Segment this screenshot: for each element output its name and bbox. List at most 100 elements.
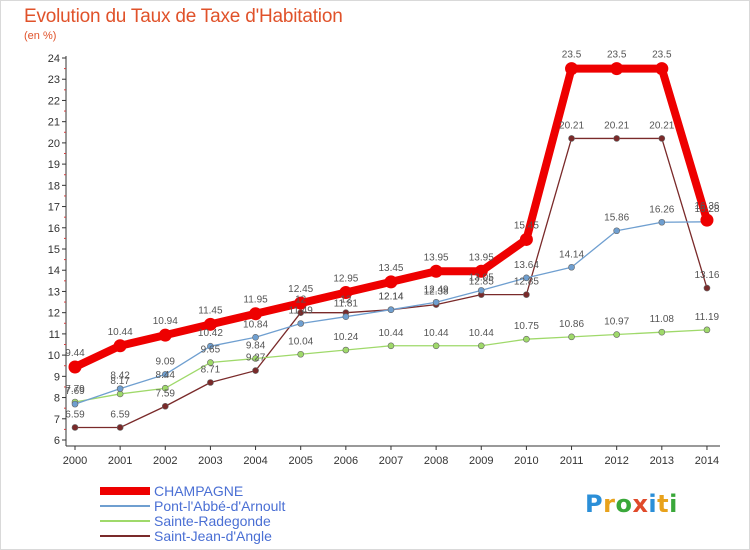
legend-item: Sainte-Radegonde bbox=[100, 513, 420, 529]
series-point bbox=[252, 367, 259, 374]
series-layer bbox=[68, 62, 714, 431]
series-point bbox=[432, 298, 440, 306]
series-point bbox=[113, 339, 127, 353]
data-label: 13.16 bbox=[694, 270, 719, 281]
series-point bbox=[297, 350, 305, 358]
data-label: 10.44 bbox=[424, 328, 449, 339]
y-tick-label: 18 bbox=[48, 180, 60, 192]
series-point bbox=[568, 135, 575, 142]
data-label: 23.5 bbox=[607, 50, 627, 61]
data-label: 6.59 bbox=[110, 409, 130, 420]
legend-label: Saint-Jean-d'Angle bbox=[154, 528, 272, 544]
series-point bbox=[161, 371, 169, 378]
data-label: 16.26 bbox=[649, 204, 674, 215]
series-point bbox=[432, 342, 440, 350]
series-point bbox=[294, 296, 308, 310]
data-label: 11.08 bbox=[650, 314, 675, 325]
series-point bbox=[613, 331, 620, 338]
x-tick-label: 2003 bbox=[198, 455, 222, 467]
logo-letter: t bbox=[657, 490, 670, 518]
y-tick-label: 22 bbox=[48, 95, 60, 107]
data-label: 16.36 bbox=[694, 201, 719, 212]
y-tick-label: 14 bbox=[48, 265, 60, 277]
y-tick-label: 16 bbox=[48, 223, 60, 235]
logo-letter: i bbox=[669, 490, 678, 518]
data-label: 9.84 bbox=[246, 341, 266, 352]
series-point bbox=[523, 274, 530, 282]
series-point bbox=[568, 333, 575, 341]
data-label: 12.14 bbox=[378, 292, 403, 303]
data-label: 10.86 bbox=[559, 319, 584, 330]
data-label: 12.38 bbox=[424, 287, 449, 298]
data-label: 9.44 bbox=[65, 348, 85, 359]
series-point bbox=[429, 264, 443, 278]
data-label: 7.59 bbox=[156, 388, 176, 399]
data-label: 12.49 bbox=[424, 284, 449, 295]
series-point bbox=[613, 135, 620, 142]
data-label: 20.21 bbox=[604, 120, 629, 131]
series-point bbox=[658, 218, 666, 226]
data-label: 6.59 bbox=[65, 409, 85, 420]
series-point bbox=[207, 342, 214, 350]
data-label: 10.44 bbox=[469, 328, 494, 339]
series-point bbox=[477, 342, 485, 350]
data-labels: 9.44 10.44 10.94 11.45 11.95 12.45 12.95 13.45 1… bbox=[65, 50, 720, 421]
series-point bbox=[568, 263, 575, 271]
y-tick-label: 13 bbox=[48, 286, 60, 298]
data-label: 13.64 bbox=[514, 260, 539, 271]
series-point bbox=[703, 284, 711, 292]
x-tick-label: 2012 bbox=[604, 455, 628, 467]
series-point bbox=[297, 309, 305, 316]
series-point bbox=[339, 286, 353, 300]
x-tick-label: 2013 bbox=[650, 455, 674, 467]
data-label: 13.05 bbox=[469, 272, 494, 283]
series-point bbox=[207, 379, 214, 386]
y-tick-label: 21 bbox=[48, 117, 60, 129]
data-label: 20.21 bbox=[649, 120, 674, 131]
data-label: 13.95 bbox=[424, 252, 449, 263]
data-label: 14.14 bbox=[559, 249, 584, 260]
series-point bbox=[71, 400, 79, 408]
data-label: 8.17 bbox=[110, 376, 130, 387]
data-label: 9.65 bbox=[201, 345, 221, 356]
data-label: 12 bbox=[295, 295, 307, 306]
data-label: 11.81 bbox=[334, 299, 359, 310]
data-label: 16.28 bbox=[694, 204, 719, 215]
y-tick-label: 7 bbox=[54, 414, 60, 426]
legend-swatch bbox=[100, 535, 150, 537]
x-tick-label: 2001 bbox=[108, 455, 132, 467]
series-point bbox=[203, 317, 217, 331]
data-label: 8.71 bbox=[201, 364, 221, 375]
series-point bbox=[613, 227, 620, 235]
legend-swatch bbox=[100, 487, 150, 495]
data-label: 9.09 bbox=[156, 356, 176, 367]
logo-letter: i bbox=[648, 490, 658, 518]
y-tick-label: 12 bbox=[48, 308, 60, 320]
y-tick-label: 15 bbox=[48, 244, 60, 256]
legend-item: CHAMPAGNE bbox=[100, 483, 420, 499]
y-tick-label: 6 bbox=[54, 435, 60, 447]
y-tick-label: 24 bbox=[48, 53, 60, 65]
data-label: 10.42 bbox=[198, 328, 223, 339]
legend-label: Sainte-Radegonde bbox=[154, 513, 271, 529]
chart-title: Evolution du Taux de Taxe d'Habitation bbox=[24, 6, 343, 27]
data-label: 12.95 bbox=[333, 274, 358, 285]
data-label: 15.86 bbox=[604, 213, 629, 224]
data-label: 10.24 bbox=[333, 332, 358, 343]
series-point bbox=[207, 359, 214, 366]
legend-label: Pont-l'Abbé-d'Arnoult bbox=[154, 498, 286, 514]
y-tick-label: 19 bbox=[48, 159, 60, 171]
data-label: 12.85 bbox=[469, 277, 494, 288]
logo-letter: x bbox=[632, 490, 649, 518]
data-label: 15.45 bbox=[514, 220, 539, 231]
y-tick-label: 17 bbox=[48, 202, 60, 214]
y-tick-label: 23 bbox=[48, 74, 60, 86]
data-label: 7.79 bbox=[65, 384, 85, 395]
logo-letter: o bbox=[615, 490, 633, 518]
series-point bbox=[523, 335, 530, 343]
x-tick-label: 2014 bbox=[695, 455, 719, 467]
x-tick-label: 2009 bbox=[469, 455, 493, 467]
series-point bbox=[700, 213, 714, 227]
